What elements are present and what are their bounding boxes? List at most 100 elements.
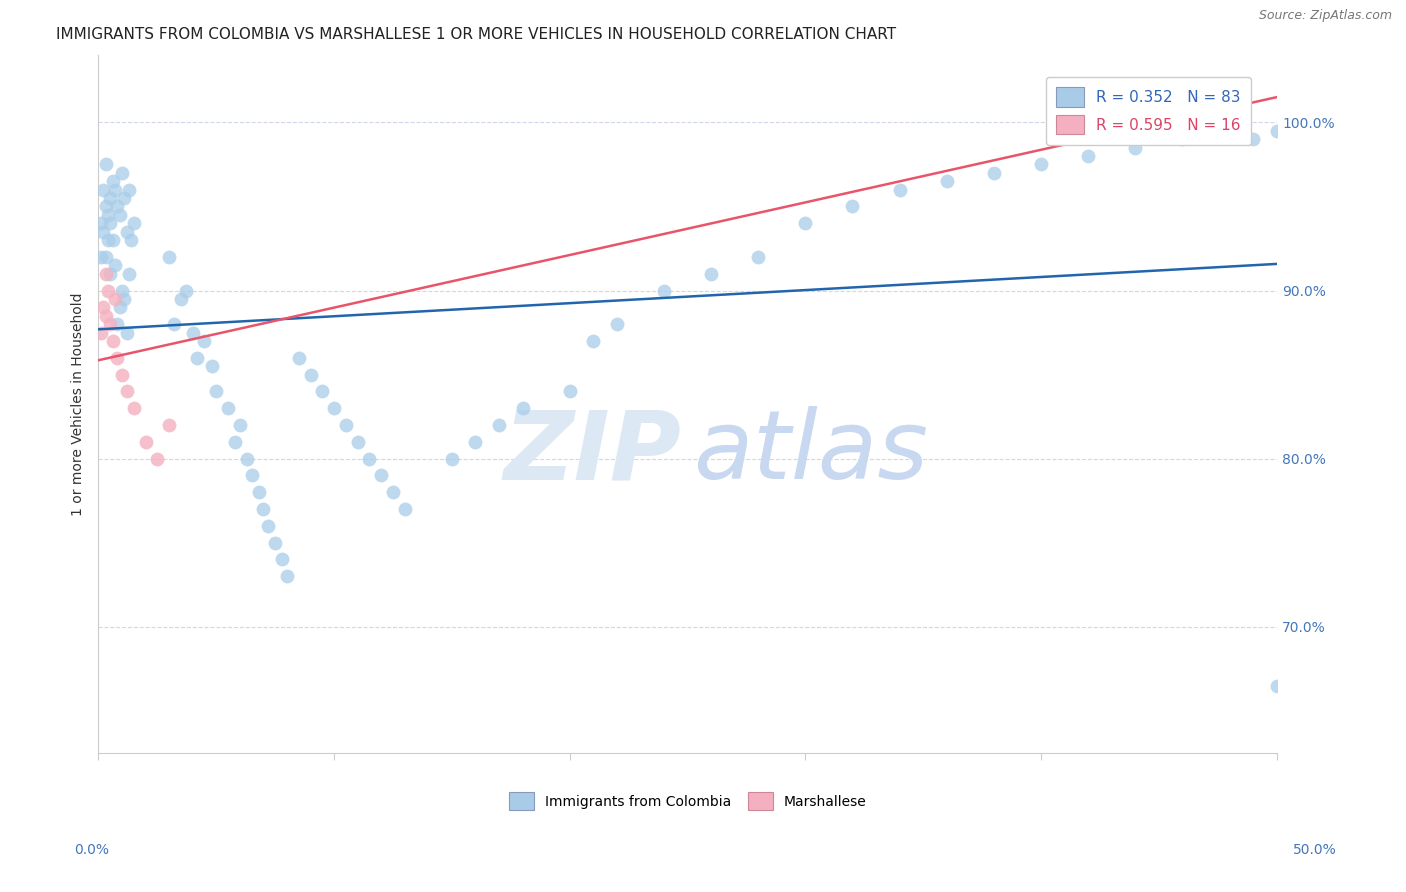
Point <box>983 166 1005 180</box>
Point <box>104 258 127 272</box>
Point <box>193 334 215 348</box>
Point <box>247 485 270 500</box>
Point <box>91 301 114 315</box>
Point <box>97 233 120 247</box>
Point <box>105 317 128 331</box>
Point <box>1123 140 1146 154</box>
Point <box>104 292 127 306</box>
Point <box>841 199 863 213</box>
Point <box>257 519 280 533</box>
Point <box>94 309 117 323</box>
Point <box>108 301 131 315</box>
Point <box>94 157 117 171</box>
Point <box>1265 679 1288 693</box>
Point <box>271 552 294 566</box>
Y-axis label: 1 or more Vehicles in Household: 1 or more Vehicles in Household <box>72 293 86 516</box>
Legend: Immigrants from Colombia, Marshallese: Immigrants from Colombia, Marshallese <box>503 787 872 815</box>
Point <box>98 216 121 230</box>
Point <box>118 183 141 197</box>
Point <box>90 250 112 264</box>
Point <box>98 317 121 331</box>
Text: 0.0%: 0.0% <box>75 843 108 857</box>
Point <box>252 502 274 516</box>
Point <box>186 351 208 365</box>
Point <box>118 267 141 281</box>
Text: IMMIGRANTS FROM COLOMBIA VS MARSHALLESE 1 OR MORE VEHICLES IN HOUSEHOLD CORRELAT: IMMIGRANTS FROM COLOMBIA VS MARSHALLESE … <box>56 27 897 42</box>
Point <box>287 351 309 365</box>
Text: 50.0%: 50.0% <box>1292 843 1337 857</box>
Point <box>1077 115 1099 129</box>
Point <box>108 208 131 222</box>
Point <box>122 401 145 416</box>
Point <box>217 401 239 416</box>
Point <box>104 183 127 197</box>
Point <box>157 250 180 264</box>
Text: ZIP: ZIP <box>503 407 682 500</box>
Point <box>299 368 322 382</box>
Point <box>359 451 381 466</box>
Point <box>105 351 128 365</box>
Point <box>240 468 263 483</box>
Point <box>200 359 222 373</box>
Point <box>101 174 124 188</box>
Point <box>94 199 117 213</box>
Point <box>90 326 112 340</box>
Point <box>163 317 186 331</box>
Point <box>115 384 138 399</box>
Point <box>105 199 128 213</box>
Point <box>1265 124 1288 138</box>
Point <box>122 216 145 230</box>
Point <box>323 401 346 416</box>
Point <box>224 434 246 449</box>
Point <box>112 191 135 205</box>
Text: atlas: atlas <box>693 407 928 500</box>
Point <box>181 326 204 340</box>
Point <box>101 334 124 348</box>
Point <box>747 250 769 264</box>
Point <box>582 334 605 348</box>
Point <box>115 225 138 239</box>
Point <box>157 417 180 432</box>
Point <box>174 284 197 298</box>
Point <box>889 183 911 197</box>
Point <box>1241 132 1264 146</box>
Point <box>115 326 138 340</box>
Point <box>94 250 117 264</box>
Point <box>335 417 357 432</box>
Point <box>135 434 157 449</box>
Text: Source: ZipAtlas.com: Source: ZipAtlas.com <box>1258 9 1392 22</box>
Point <box>1029 157 1052 171</box>
Point <box>91 183 114 197</box>
Point <box>111 284 134 298</box>
Point <box>264 535 287 549</box>
Point <box>606 317 628 331</box>
Point <box>229 417 252 432</box>
Point <box>558 384 581 399</box>
Point <box>935 174 957 188</box>
Point <box>512 401 534 416</box>
Point <box>97 208 120 222</box>
Point <box>464 434 486 449</box>
Point <box>311 384 333 399</box>
Point <box>205 384 228 399</box>
Point <box>1077 149 1099 163</box>
Point <box>91 225 114 239</box>
Point <box>1218 124 1240 138</box>
Point <box>90 216 112 230</box>
Point <box>111 368 134 382</box>
Point <box>97 284 120 298</box>
Point <box>98 191 121 205</box>
Point <box>94 267 117 281</box>
Point <box>112 292 135 306</box>
Point <box>276 569 298 583</box>
Point <box>1171 132 1194 146</box>
Point <box>120 233 142 247</box>
Point <box>381 485 404 500</box>
Point <box>101 233 124 247</box>
Point <box>98 267 121 281</box>
Point <box>346 434 368 449</box>
Point <box>794 216 817 230</box>
Point <box>700 267 723 281</box>
Point <box>440 451 463 466</box>
Point <box>170 292 193 306</box>
